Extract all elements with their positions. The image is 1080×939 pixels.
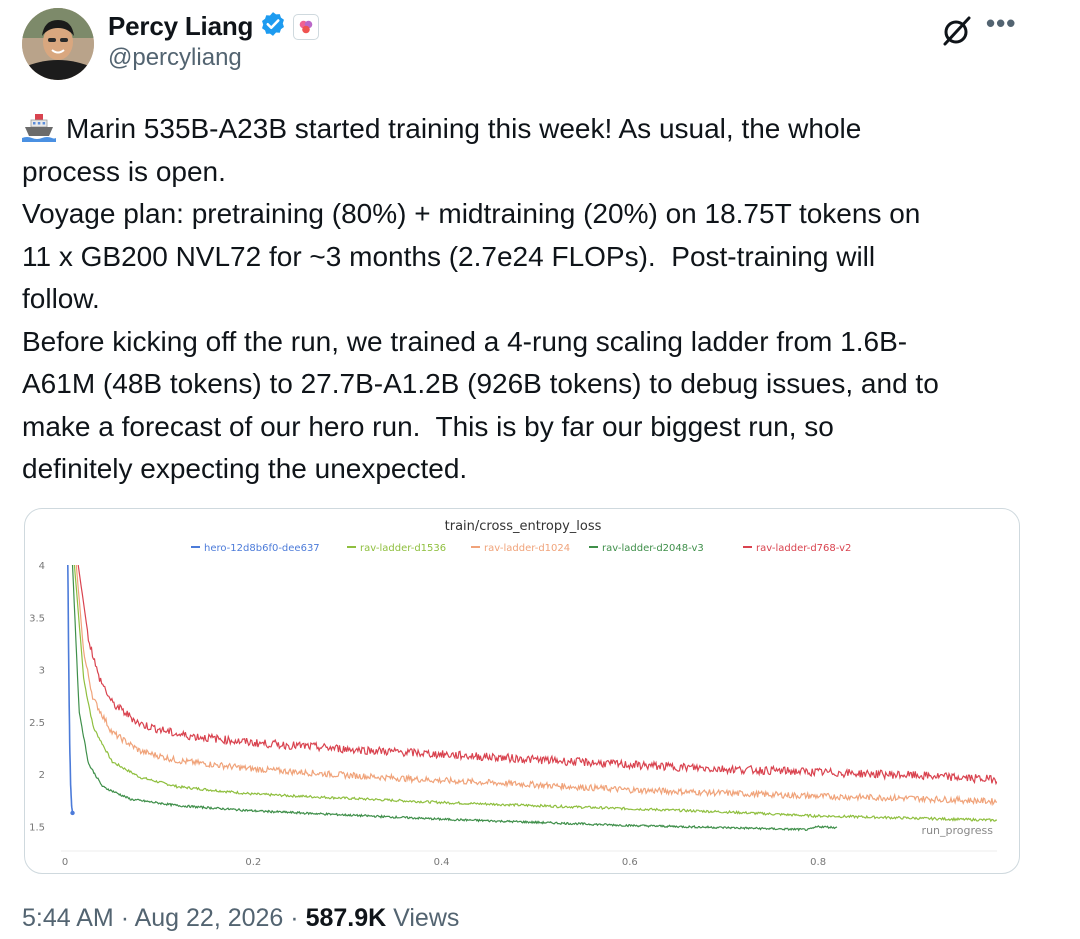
tweet-line-8: make a forecast of our hero run. This is…: [22, 410, 834, 442]
y-tick-label: 1.5: [29, 823, 45, 834]
y-tick-label: 2: [39, 770, 45, 781]
x-tick-label: 0.2: [245, 857, 261, 868]
views-count: 587.9K: [305, 904, 387, 932]
ship-emoji-icon: [22, 112, 56, 142]
legend-item[interactable]: rav-ladder-d2048-v3: [589, 543, 704, 554]
tweet-date[interactable]: Aug 22, 2026: [134, 904, 284, 932]
chart-plot-area: [67, 565, 997, 832]
series-endpoint: [70, 810, 75, 816]
legend-label: rav-ladder-d1536: [360, 543, 446, 554]
tweet-text: Marin 535B-A23B started training this we…: [22, 108, 1032, 491]
series-line-4: [71, 565, 838, 832]
meta-separator-2: ·: [290, 904, 299, 932]
x-tick-label: 0: [62, 857, 68, 868]
meta-separator: ·: [120, 904, 130, 932]
y-tick-label: 4: [39, 561, 45, 572]
chart-axes: 1.5 2 2.5 3 3.5 4 0 0.2 0.4 0.6 0.8: [29, 561, 997, 868]
y-tick-label: 3.5: [29, 613, 45, 624]
legend-item[interactable]: rav-ladder-d768-v2: [743, 543, 851, 554]
views-label: Views: [393, 904, 460, 932]
x-tick-label: 0.6: [622, 857, 638, 868]
chart-legend: hero-12d8b6f0-dee637 rav-ladder-d1536 rav-…: [191, 543, 851, 554]
scrollbar[interactable]: [1050, 0, 1080, 939]
legend-label: hero-12d8b6f0-dee637: [204, 543, 320, 554]
tweet-line-9: definitely expecting the unexpected.: [22, 453, 468, 484]
author-name[interactable]: Percy Liang: [108, 11, 254, 41]
y-tick-label: 2.5: [29, 718, 45, 729]
legend-item[interactable]: rav-ladder-d1024: [471, 543, 570, 554]
tweet-media-chart[interactable]: train/cross_entropy_loss hero-12d8b6f0-d…: [24, 508, 1020, 874]
series-line-1: [67, 565, 74, 813]
chart-title: train/cross_entropy_loss: [445, 519, 602, 534]
author-handle[interactable]: @percyliang: [108, 44, 242, 71]
verified-badge-icon: [259, 10, 287, 43]
x-tick-label: 0.4: [434, 857, 450, 868]
tweet-time[interactable]: 5:44 AM: [22, 904, 114, 932]
series-line-5: [77, 565, 997, 786]
tweet-header: Percy Liang @percyliang •: [22, 8, 1052, 88]
tweet-line-5: follow.: [22, 283, 100, 314]
affiliate-org-icon[interactable]: [293, 13, 320, 40]
tweet-line-2: process is open.: [22, 155, 226, 187]
y-tick-label: 3: [39, 666, 45, 677]
x-axis-label: run_progress: [922, 824, 994, 837]
tweet-line-6: Before kicking off the run, we trained a…: [22, 325, 908, 357]
tweet-line-4: 11 x GB200 NVL72 for ~3 months (2.7e24 F…: [22, 240, 876, 272]
series-line-3: [75, 565, 997, 807]
tweet-meta: 5:44 AM · Aug 22, 2026 · 587.9K Views: [22, 904, 459, 933]
tweet-line-7: A61M (48B tokens) to 27.7B-A1.2B (926B t…: [22, 368, 939, 399]
tweet-line-1: Marin 535B-A23B started training this we…: [66, 113, 862, 144]
grok-icon[interactable]: [940, 14, 974, 48]
author-name-row: Percy Liang: [108, 10, 320, 43]
legend-label: rav-ladder-d768-v2: [756, 543, 851, 554]
series-line-2: [73, 565, 997, 823]
avatar[interactable]: [22, 8, 94, 80]
loss-chart: train/cross_entropy_loss hero-12d8b6f0-d…: [29, 519, 997, 868]
legend-label: rav-ladder-d2048-v3: [602, 543, 704, 554]
legend-item[interactable]: hero-12d8b6f0-dee637: [191, 543, 320, 554]
x-tick-label: 0.8: [810, 857, 826, 868]
legend-item[interactable]: rav-ladder-d1536: [347, 543, 446, 554]
tweet-line-3: Voyage plan: pretraining (80%) + midtrai…: [22, 198, 921, 229]
more-options-icon[interactable]: •••: [986, 8, 1017, 38]
legend-label: rav-ladder-d1024: [484, 543, 570, 554]
